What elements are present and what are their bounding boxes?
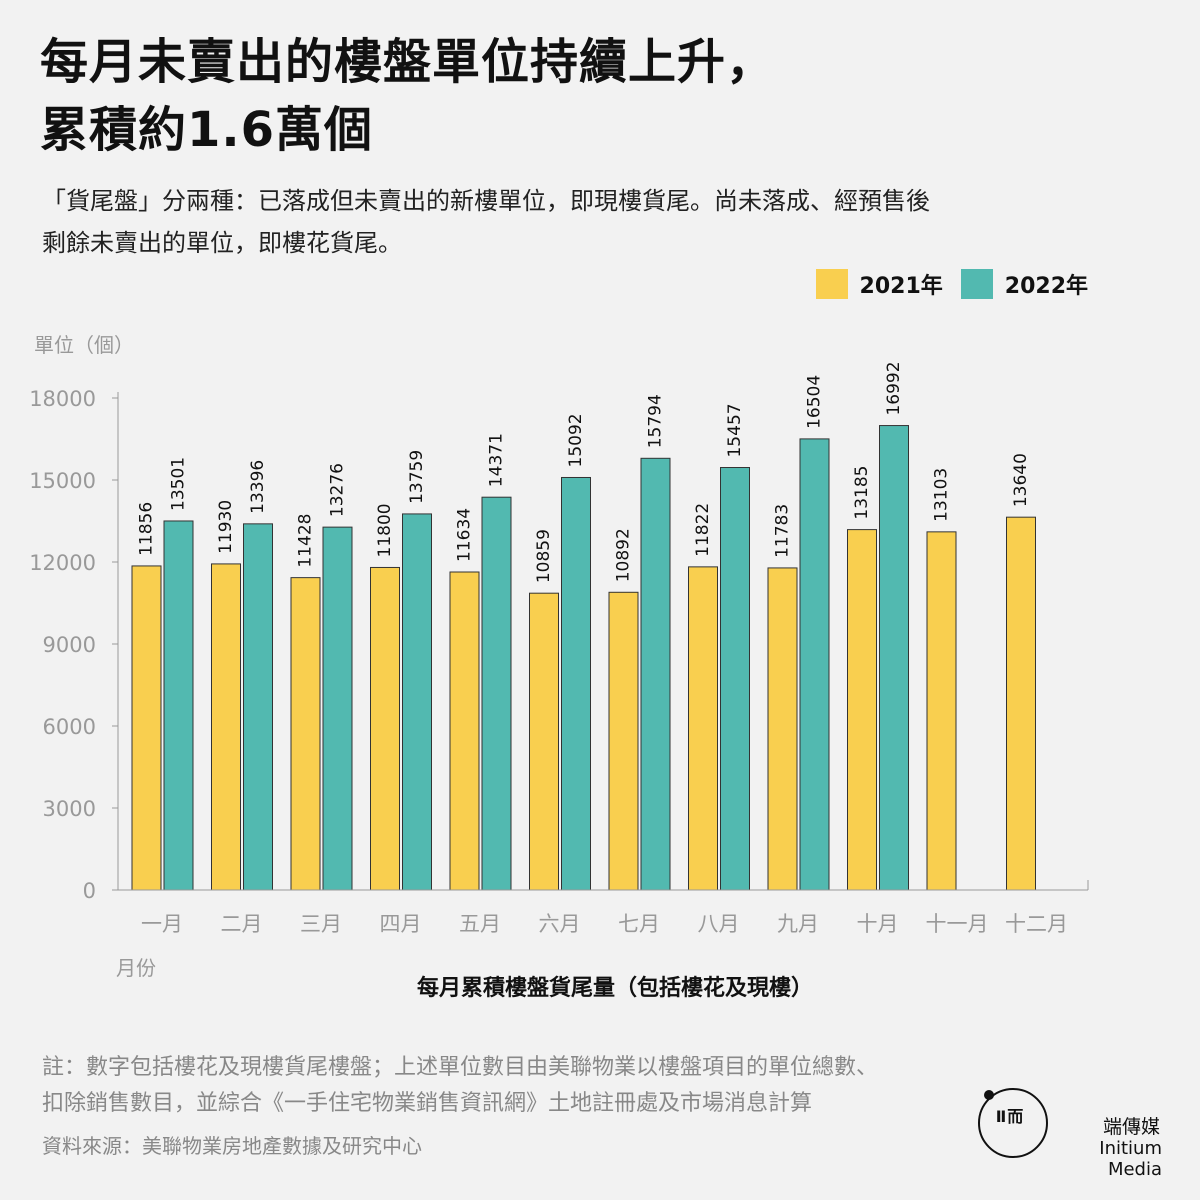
bar-2021年 <box>529 592 559 891</box>
data-label: 14371 <box>487 433 507 487</box>
y-tick-label: 6000 <box>43 715 96 739</box>
y-tick-label: 18000 <box>29 387 96 411</box>
footnote-line-1: 註：數字包括樓花及現樓貨尾樓盤；上述單位數目由美聯物業以樓盤項目的單位總數、 <box>42 1055 879 1080</box>
x-tick-label: 十一月 <box>926 912 989 936</box>
data-label: 11783 <box>773 504 793 558</box>
y-axis: 0 3000 6000 9000 12000 15000 18000 <box>29 387 119 903</box>
data-label: 11634 <box>455 508 475 562</box>
footnote-line-2: 扣除銷售數目，並綜合《一手住宅物業銷售資訊網》土地註冊處及市場消息計算 <box>42 1091 813 1116</box>
data-label: 15457 <box>725 403 745 457</box>
brand-name-zh: 端傳媒 <box>1102 1116 1160 1138</box>
bar-2021年 <box>131 565 162 891</box>
bar-2021年 <box>449 571 480 891</box>
x-axis-label: 月份 <box>116 956 156 980</box>
subtitle: 「貨尾盤」分兩種：已落成但未賣出的新樓單位，即現樓貨尾。尚未落成、經預售後 剩餘… <box>42 180 1142 264</box>
y-tick-label: 9000 <box>43 633 96 657</box>
x-tick-label: 二月 <box>221 912 263 936</box>
data-label: 11800 <box>375 503 395 557</box>
data-label: 15794 <box>646 394 666 448</box>
x-tick-label: 十月 <box>857 912 899 936</box>
data-label: 11856 <box>137 502 157 556</box>
y-tick-label: 0 <box>83 879 96 903</box>
data-label: 10892 <box>614 528 634 582</box>
data-label: 15092 <box>566 413 586 467</box>
bar-2021年 <box>290 577 321 891</box>
x-tick-label: 六月 <box>539 912 581 936</box>
bar-2021年 <box>847 529 877 891</box>
subtitle-line-1: 「貨尾盤」分兩種：已落成但未賣出的新樓單位，即現樓貨尾。尚未落成、經預售後 <box>42 187 930 215</box>
chart-legend: 2021年 2022年 <box>815 268 1088 300</box>
data-label: 11822 <box>693 503 713 557</box>
legend-item-2022: 2022年 <box>960 268 1088 300</box>
data-label: 13759 <box>407 450 427 504</box>
chart-title: 每月累積樓盤貨尾量（包括樓花及現樓） <box>417 975 813 1001</box>
title-line-1: 每月未賣出的樓盤單位持續上升， <box>40 34 776 90</box>
footnote: 註：數字包括樓花及現樓貨尾樓盤；上述單位數目由美聯物業以樓盤項目的單位總數、 扣… <box>42 1050 1002 1122</box>
y-tick-label: 12000 <box>29 551 96 575</box>
bars: 11856 13501 11930 13396 11428 13276 11800 13759… <box>131 361 1036 891</box>
bar-2021年 <box>767 567 798 891</box>
x-tick-label: 三月 <box>300 912 342 936</box>
x-tick-label: 八月 <box>698 912 740 936</box>
data-label: 10859 <box>534 529 554 583</box>
page-title: 每月未賣出的樓盤單位持續上升， 累積約1.6萬個 <box>40 28 1160 164</box>
brand-logo-dot <box>984 1090 994 1100</box>
data-label: 16504 <box>805 375 825 429</box>
x-tick-label: 四月 <box>380 912 422 936</box>
x-tick-label: 十二月 <box>1005 912 1068 936</box>
y-tick-label: 3000 <box>43 797 96 821</box>
bar-2021年 <box>1006 516 1036 891</box>
brand-name-en: Initium Media <box>1099 1138 1162 1180</box>
legend-item-2021: 2021年 <box>815 268 943 300</box>
subtitle-line-2: 剩餘未賣出的單位，即樓花貨尾。 <box>42 229 402 257</box>
x-tick-label: 九月 <box>777 912 819 936</box>
data-label: 11428 <box>296 514 316 568</box>
bar-2021年 <box>926 531 957 891</box>
data-label: 13396 <box>248 460 268 514</box>
bar-2021年 <box>608 591 639 891</box>
bar-2022年 <box>561 476 591 891</box>
brand-logo <box>978 1088 1048 1158</box>
title-line-2: 累積約1.6萬個 <box>40 102 374 158</box>
bar-2022年 <box>879 425 909 891</box>
brand-logo-mark: Ⅱ而 <box>995 1107 1025 1126</box>
data-source: 資料來源：美聯物業房地產數據及研究中心 <box>42 1134 422 1158</box>
x-tick-label: 一月 <box>141 912 183 936</box>
legend-swatch-2022 <box>960 269 993 299</box>
data-label: 13640 <box>1011 453 1031 507</box>
bar-2021年 <box>211 563 241 891</box>
bar-2022年 <box>163 520 194 891</box>
legend-swatch-2021 <box>815 269 848 299</box>
x-tick-label: 五月 <box>459 912 501 936</box>
y-axis-label: 單位（個） <box>34 333 134 357</box>
bar-2022年 <box>322 526 353 891</box>
data-label: 16992 <box>884 361 904 415</box>
data-label: 13185 <box>852 466 872 520</box>
bar-2022年 <box>481 496 512 891</box>
bar-2022年 <box>640 457 671 891</box>
data-label: 11930 <box>216 500 236 554</box>
bar-2021年 <box>688 566 718 891</box>
legend-label-2021: 2021年 <box>859 274 943 299</box>
data-label: 13276 <box>328 463 348 517</box>
x-axis: 一月 二月 三月 四月 五月 六月 七月 八月 九月 十月 十一月 十二月 <box>118 880 1089 936</box>
y-tick-label: 15000 <box>29 469 96 493</box>
bar-2022年 <box>799 438 830 891</box>
data-label: 13501 <box>169 457 189 511</box>
x-tick-label: 七月 <box>618 912 660 936</box>
legend-label-2022: 2022年 <box>1004 274 1088 299</box>
bar-2022年 <box>243 523 273 891</box>
bar-2022年 <box>402 513 432 891</box>
bar-2021年 <box>370 566 400 891</box>
bar-2022年 <box>720 467 750 891</box>
data-label: 13103 <box>932 468 952 522</box>
